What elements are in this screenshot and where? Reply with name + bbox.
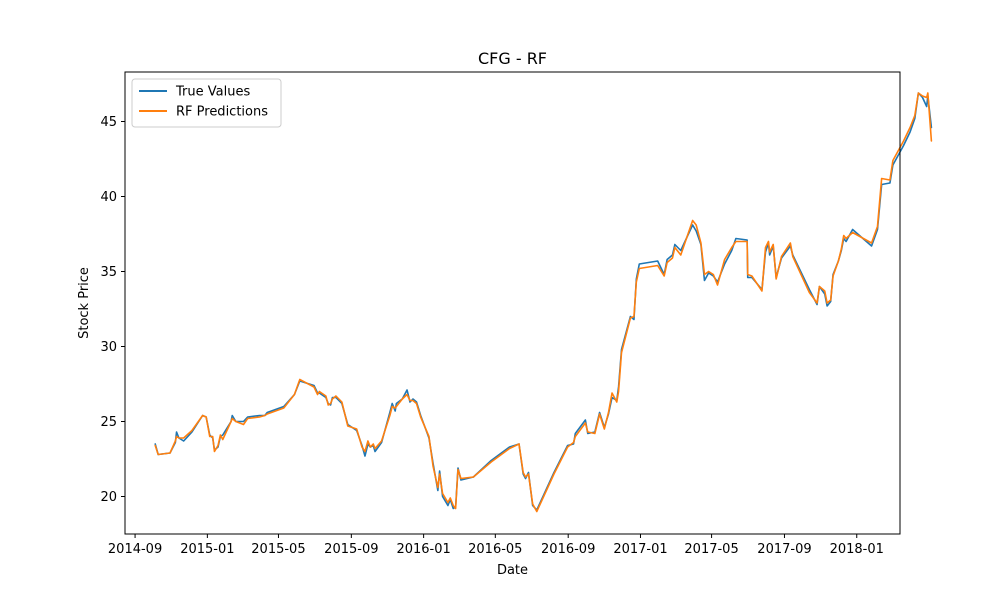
x-axis: 2014-09 2015-01 2015-05 2015-09 2016-01 2016-… (108, 534, 884, 557)
y-tick-label: 40 (100, 190, 117, 205)
y-tick-label: 35 (100, 265, 117, 280)
x-tick-label: 2015-01 (180, 542, 234, 557)
x-tick-label: 2017-09 (757, 542, 811, 557)
y-tick-label: 25 (100, 415, 117, 430)
axes-frame (124, 71, 901, 535)
x-tick-label: 2016-05 (468, 542, 522, 557)
x-tick-label: 2017-05 (684, 542, 738, 557)
y-axis: 20 25 30 35 40 45 (100, 115, 125, 505)
x-tick-label: 2015-09 (324, 542, 378, 557)
legend-box (131, 78, 282, 128)
x-tick-label: 2015-05 (251, 542, 305, 557)
y-tick-label: 20 (100, 490, 117, 505)
x-tick-label: 2018-01 (830, 542, 884, 557)
x-tick-label: 2016-09 (541, 542, 595, 557)
x-tick-label: 2016-01 (396, 542, 450, 557)
y-axis-label: Stock Price (77, 267, 92, 339)
chart-title: CFG - RF (478, 49, 547, 68)
legend: True Values RF Predictions (131, 78, 282, 128)
x-tick-label: 2017-01 (613, 542, 667, 557)
y-tick-label: 30 (100, 340, 117, 355)
series-group (154, 92, 933, 513)
legend-label-rf-predictions: RF Predictions (176, 105, 268, 120)
series-line-rf-predictions (154, 92, 933, 513)
legend-label-true-values: True Values (175, 85, 250, 100)
x-tick-label: 2014-09 (108, 542, 162, 557)
y-tick-label: 45 (100, 115, 117, 130)
x-axis-label: Date (497, 563, 528, 578)
